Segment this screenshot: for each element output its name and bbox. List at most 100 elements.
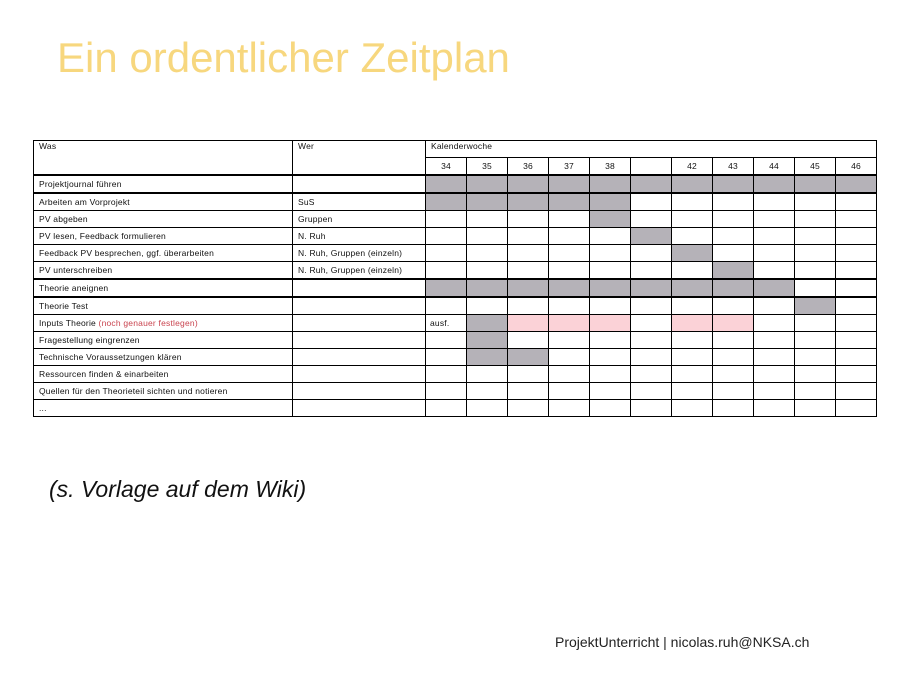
schedule-cell: [671, 210, 713, 228]
table-row: PV abgeben Gruppen: [33, 210, 877, 228]
schedule-cell: [712, 244, 754, 262]
week-number: 34: [425, 157, 467, 176]
schedule-cell-filled: [794, 174, 836, 194]
task-name: Quellen für den Theorieteil sichten und …: [39, 386, 228, 396]
schedule-cell: [425, 261, 467, 280]
task-label: Quellen für den Theorieteil sichten und …: [33, 382, 293, 400]
table-row: PV unterschreiben N. Ruh, Gruppen (einzel…: [33, 261, 877, 280]
schedule-cell: [712, 382, 754, 400]
responsible-label: [292, 296, 426, 315]
task-name: Feedback PV besprechen, ggf. überarbeite…: [39, 248, 215, 258]
schedule-cell: [425, 382, 467, 400]
schedule-cell-planned: [712, 314, 754, 332]
schedule-cell: [425, 296, 467, 315]
schedule-cell-filled: [507, 192, 549, 211]
schedule-cell: [753, 227, 795, 245]
task-label: PV unterschreiben: [33, 261, 293, 280]
schedule-cell: [466, 399, 508, 417]
schedule-cell-planned: [589, 314, 631, 332]
schedule-cell: [589, 348, 631, 366]
schedule-cell: [507, 227, 549, 245]
schedule-cell: [712, 399, 754, 417]
schedule-cell-filled: [712, 278, 754, 298]
schedule-cell: [630, 244, 672, 262]
schedule-cell-filled: [671, 244, 713, 262]
schedule-cell: [753, 192, 795, 211]
schedule-cell: [794, 227, 836, 245]
task-name: PV unterschreiben: [39, 265, 113, 275]
schedule-cell: [548, 331, 590, 349]
schedule-cell: [753, 296, 795, 315]
table-row: PV lesen, Feedback formulieren N. Ruh: [33, 227, 877, 245]
responsible-label: [292, 365, 426, 383]
schedule-cell: [794, 382, 836, 400]
schedule-cell: [589, 244, 631, 262]
table-row: Fragestellung eingrenzen: [33, 331, 877, 349]
schedule-cell: [753, 348, 795, 366]
task-label: Fragestellung eingrenzen: [33, 331, 293, 349]
schedule-cell: [548, 382, 590, 400]
schedule-cell: [753, 210, 795, 228]
table-row: Ressourcen finden & einarbeiten: [33, 365, 877, 383]
responsible-label: [292, 174, 426, 194]
schedule-cell-filled: [507, 348, 549, 366]
schedule-table: Was Wer Kalenderwoche 34 35 36 37 38 42 …: [33, 140, 877, 417]
schedule-cell: [507, 244, 549, 262]
schedule-cell: [712, 227, 754, 245]
header-calendar-week: Kalenderwoche: [425, 140, 877, 158]
table-row: Arbeiten am Vorprojekt SuS: [33, 192, 877, 211]
task-label: PV abgeben: [33, 210, 293, 228]
week-number: 45: [794, 157, 836, 176]
schedule-cell-filled: [548, 278, 590, 298]
schedule-cell-filled: [712, 261, 754, 280]
schedule-cell: [835, 365, 877, 383]
schedule-cell: [507, 399, 549, 417]
schedule-cell-filled: [548, 174, 590, 194]
schedule-cell: [466, 210, 508, 228]
schedule-cell-filled: [548, 192, 590, 211]
schedule-cell: [671, 296, 713, 315]
schedule-cell: [835, 210, 877, 228]
task-name: PV abgeben: [39, 214, 88, 224]
schedule-cell: [466, 261, 508, 280]
slide-title: Ein ordentlicher Zeitplan: [57, 34, 510, 81]
schedule-cell: [466, 382, 508, 400]
task-name: Fragestellung eingrenzen: [39, 335, 140, 345]
schedule-cell: [466, 244, 508, 262]
schedule-cell: [753, 365, 795, 383]
task-name: Theorie Test: [39, 301, 89, 311]
schedule-cell: [425, 244, 467, 262]
schedule-cell: [548, 296, 590, 315]
schedule-cell: [835, 192, 877, 211]
schedule-cell-filled: [671, 278, 713, 298]
schedule-cell: [548, 244, 590, 262]
schedule-cell-filled: [630, 278, 672, 298]
schedule-cell: [425, 227, 467, 245]
schedule-cell: [507, 382, 549, 400]
week-number: 42: [671, 157, 713, 176]
schedule-cell: [671, 382, 713, 400]
task-label: Feedback PV besprechen, ggf. überarbeite…: [33, 244, 293, 262]
schedule-cell: [794, 192, 836, 211]
schedule-cell-planned: [548, 314, 590, 332]
schedule-cell: [630, 210, 672, 228]
schedule-cell-filled: [507, 174, 549, 194]
week-number: 44: [753, 157, 795, 176]
schedule-cell: [507, 210, 549, 228]
schedule-cell: [794, 244, 836, 262]
header-was: Was: [33, 140, 293, 176]
schedule-cell: [671, 365, 713, 383]
schedule-cell: [630, 382, 672, 400]
schedule-cell-filled: [753, 174, 795, 194]
schedule-cell-filled: [671, 174, 713, 194]
week-number: 37: [548, 157, 590, 176]
schedule-cell: [548, 348, 590, 366]
task-name: ...: [39, 403, 47, 413]
schedule-cell-filled: [425, 278, 467, 298]
task-label: Arbeiten am Vorprojekt: [33, 192, 293, 211]
schedule-cell: [589, 399, 631, 417]
header-wer: Wer: [292, 140, 426, 176]
task-name: Ressourcen finden & einarbeiten: [39, 369, 169, 379]
week-number: 36: [507, 157, 549, 176]
task-name: Arbeiten am Vorprojekt: [39, 197, 130, 207]
